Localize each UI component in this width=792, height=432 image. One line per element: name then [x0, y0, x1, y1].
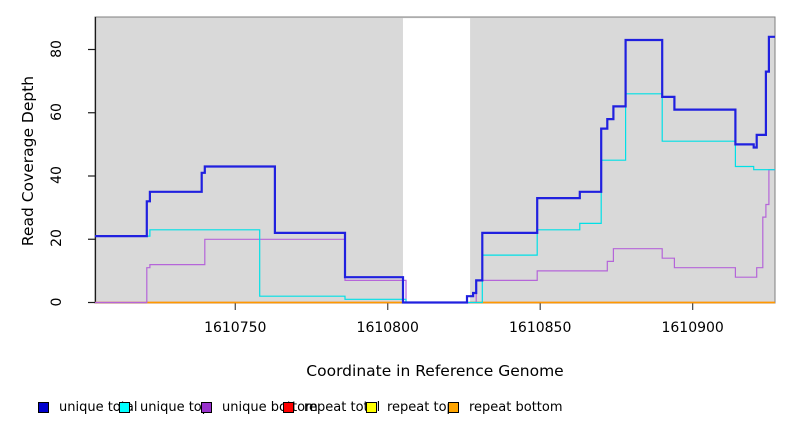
legend-item: repeat bottom [448, 399, 563, 415]
legend-swatch-repeat-top [366, 401, 377, 413]
y-tick-label: 0 [49, 297, 65, 306]
legend-item: repeat top [366, 399, 455, 415]
y-tick-label: 20 [49, 229, 65, 248]
legend-swatch-unique-top [119, 401, 130, 413]
y-tick-label: 40 [49, 166, 65, 184]
x-tick-label: 1610750 [204, 320, 267, 336]
legend-swatch-repeat-bottom [448, 401, 459, 413]
x-tick-label: 1610850 [509, 320, 572, 336]
legend: unique total unique top unique bottom repea… [0, 399, 792, 421]
y-tick-label: 80 [49, 39, 65, 58]
legend-label: unique top [140, 399, 211, 415]
x-tick-label: 1610800 [356, 320, 419, 336]
legend-swatch-repeat-total [283, 401, 294, 413]
series-unique-bottom-line [95, 169, 775, 304]
legend-item: unique top [119, 399, 210, 415]
legend-swatch-unique-total [38, 401, 49, 413]
y-tick-label: 60 [49, 102, 65, 121]
legend-label: repeat top [387, 399, 455, 415]
series-unique-total-line [95, 35, 775, 304]
legend-item: repeat total [283, 399, 380, 415]
series-unique-top-line [95, 93, 775, 304]
legend-label: unique total [59, 399, 138, 415]
x-tick-label: 1610900 [661, 320, 724, 336]
legend-label: repeat total [304, 399, 381, 415]
y-axis-title: Read Coverage Depth [19, 75, 37, 247]
x-axis-title: Coordinate in Reference Genome [306, 362, 564, 380]
legend-label: repeat bottom [469, 399, 563, 415]
legend-swatch-unique-bottom [201, 401, 212, 413]
legend-item: unique total [38, 399, 137, 415]
no-data-gap-band [402, 18, 471, 303]
